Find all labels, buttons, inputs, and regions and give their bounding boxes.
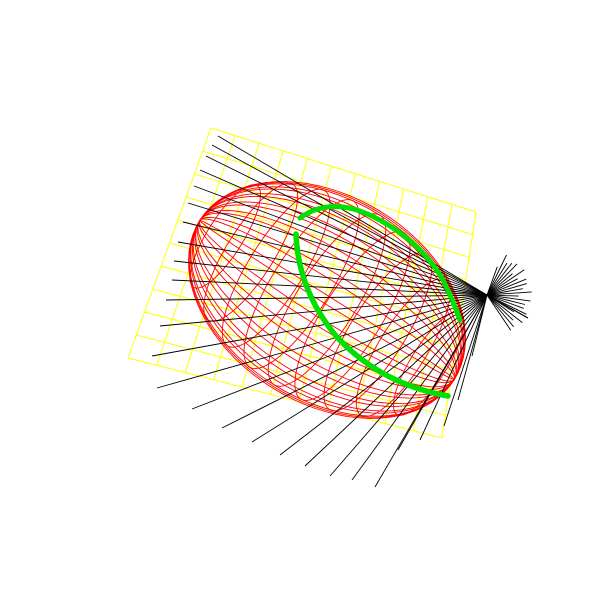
- ray-line: [471, 294, 488, 357]
- ray-line: [191, 294, 488, 410]
- ray-line: [397, 294, 488, 451]
- ray-line: [156, 294, 488, 389]
- green-arc-group: [293, 204, 463, 399]
- ray-line: [251, 294, 488, 443]
- ray-spike: [486, 291, 532, 296]
- ray-spike: [486, 294, 514, 327]
- ray-line: [193, 185, 488, 296]
- ray-line: [173, 260, 488, 296]
- green-arc-upper: [297, 204, 463, 323]
- ray-line: [221, 294, 488, 429]
- ellipsoid-parallel: [267, 213, 387, 387]
- ray-spike: [486, 278, 518, 296]
- ray-spike: [486, 262, 513, 296]
- ray-spike: [486, 263, 518, 296]
- black-ray-fan: [151, 135, 532, 488]
- ray-line: [217, 135, 488, 296]
- ray-spike: [486, 288, 523, 296]
- ray-spike: [486, 294, 523, 323]
- ray-spike: [486, 266, 498, 296]
- ray-line: [151, 294, 488, 357]
- green-arc-lower: [293, 231, 451, 399]
- ellipsoid-parallel: [393, 311, 465, 416]
- ray-line: [159, 294, 488, 327]
- ray-line: [486, 294, 529, 319]
- ellipsoid-parallel: [323, 252, 433, 412]
- ellipsoid-parallel: [189, 184, 261, 289]
- ray-spike: [486, 278, 527, 296]
- ray-line: [165, 294, 488, 301]
- ray-line: [457, 294, 488, 401]
- ray-spike: [486, 283, 527, 296]
- grid-line: [169, 242, 460, 326]
- grid-line: [210, 127, 477, 213]
- ray-line: [177, 241, 488, 296]
- ray-line: [443, 294, 488, 427]
- ray-line: [419, 294, 488, 441]
- ray-spike: [486, 269, 525, 296]
- ray-line: [171, 279, 488, 296]
- ray-spike: [486, 294, 519, 297]
- ray-spike: [486, 294, 512, 331]
- ray-spike: [486, 294, 524, 309]
- ray-spike: [486, 294, 514, 321]
- ray-spike: [486, 294, 526, 305]
- ray-spike: [486, 294, 531, 302]
- ray-spike: [486, 273, 513, 296]
- ray-spike: [486, 262, 508, 296]
- ellipsoid-meridian: [190, 188, 464, 412]
- ray-spike: [486, 254, 507, 296]
- ellipsoid-parallel: [294, 230, 411, 401]
- ray-line: [211, 144, 488, 296]
- ray-line: [182, 221, 488, 296]
- grid-line: [127, 357, 443, 439]
- ray-line: [187, 202, 488, 296]
